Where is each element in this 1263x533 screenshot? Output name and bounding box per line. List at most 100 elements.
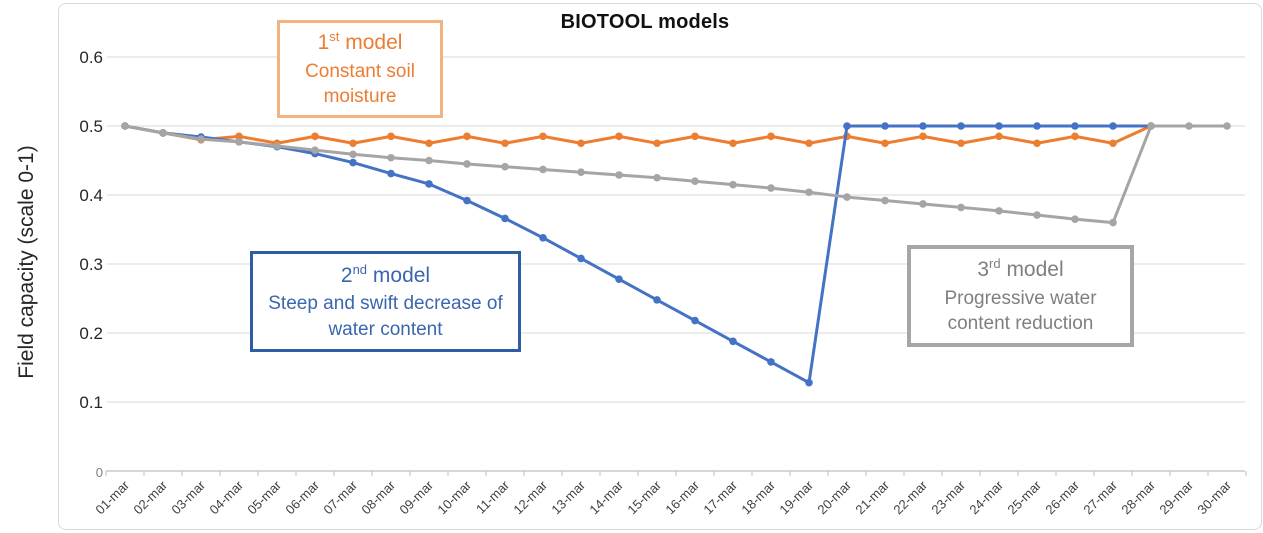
data-point-model1: [425, 139, 433, 148]
x-tick-label: 03-mar: [168, 477, 208, 517]
data-point-model3: [387, 153, 395, 162]
x-tick-label: 29-mar: [1156, 477, 1196, 517]
annotation-box-model2: 2nd model Steep and swift decrease of wa…: [250, 251, 521, 352]
data-point-model1: [691, 132, 699, 141]
x-tick-label: 16-mar: [662, 477, 702, 517]
data-point-model2: [577, 254, 585, 263]
data-point-model3: [1185, 122, 1193, 130]
annotation-box-model1: 1st model Constant soil moisture: [277, 20, 443, 118]
data-point-model3: [919, 200, 927, 208]
x-tick-label: 09-mar: [396, 477, 436, 517]
y-tick-label: 0.5: [79, 117, 103, 136]
data-point-model2: [615, 275, 623, 283]
data-point-model2: [957, 122, 965, 130]
x-tick-label: 23-mar: [928, 477, 968, 517]
data-point-model3: [501, 162, 509, 171]
data-point-model3: [957, 203, 965, 212]
data-point-model1: [653, 139, 661, 148]
data-point-model2: [349, 158, 357, 167]
data-point-model2: [501, 214, 509, 223]
y-tick-label: 0.2: [79, 324, 103, 343]
y-tick-label: 0.3: [79, 255, 103, 274]
data-point-model3: [995, 207, 1003, 215]
x-tick-label: 06-mar: [282, 477, 322, 517]
data-point-model2: [691, 316, 699, 325]
data-point-model2: [387, 169, 395, 178]
data-point-model1: [995, 132, 1003, 141]
x-tick-label: 10-mar: [434, 477, 474, 517]
data-point-model1: [349, 139, 357, 148]
data-point-model1: [539, 132, 547, 141]
data-point-model2: [1033, 122, 1041, 130]
data-point-model1: [387, 132, 395, 141]
data-point-model2: [843, 122, 851, 130]
x-tick-label: 17-mar: [700, 477, 740, 517]
data-point-model2: [919, 122, 927, 130]
data-point-model3: [425, 156, 433, 165]
data-point-model3: [1109, 218, 1117, 227]
x-tick-label: 08-mar: [358, 477, 398, 517]
data-point-model3: [1147, 122, 1155, 130]
y-tick-label: 0: [96, 465, 103, 480]
data-point-model1: [501, 139, 509, 148]
data-point-model2: [881, 122, 889, 130]
data-point-model3: [273, 142, 281, 150]
x-tick-label: 19-mar: [776, 477, 816, 517]
x-tick-label: 12-mar: [510, 477, 550, 517]
data-point-model2: [653, 296, 661, 304]
data-point-model1: [1071, 132, 1079, 141]
data-point-model3: [121, 122, 129, 130]
data-point-model3: [349, 150, 357, 159]
series-line-model3: [124, 124, 1227, 225]
annotation-model3-desc: Progressive water content reduction: [944, 287, 1097, 335]
data-point-model3: [463, 160, 471, 168]
x-tick-label: 18-mar: [738, 477, 778, 517]
annotation-model2-title: 2nd model: [340, 261, 431, 287]
data-point-model2: [539, 233, 547, 242]
data-point-model3: [311, 146, 319, 154]
annotation-box-model3: 3rd model Progressive water content redu…: [907, 245, 1134, 347]
x-tick-label: 13-mar: [548, 477, 588, 517]
data-point-model1: [235, 132, 243, 141]
data-point-model3: [1033, 211, 1041, 219]
data-point-model3: [1223, 122, 1231, 130]
y-tick-label: 0.6: [79, 48, 103, 67]
x-tick-label: 14-mar: [586, 477, 626, 517]
data-point-model1: [463, 132, 471, 141]
data-point-model3: [159, 129, 167, 137]
x-tick-label: 26-mar: [1042, 477, 1082, 517]
chart-title: BIOTOOL models: [560, 11, 730, 33]
data-point-model2: [1071, 122, 1079, 130]
data-point-model3: [653, 173, 661, 182]
x-tick-label: 25-mar: [1004, 477, 1044, 517]
data-point-model2: [729, 337, 737, 346]
data-point-model2: [1109, 122, 1117, 130]
data-point-model1: [919, 132, 927, 141]
data-point-model3: [577, 168, 585, 177]
x-tick-label: 04-mar: [206, 477, 246, 517]
data-point-model3: [729, 180, 737, 189]
annotation-model1-title: 1st model: [317, 29, 403, 55]
data-point-model2: [463, 196, 471, 205]
annotation-model2-desc: Steep and swift decrease of water conten…: [268, 293, 503, 340]
x-tick-label: 30-mar: [1194, 477, 1234, 517]
annotation-model1-desc: Constant soil moisture: [305, 60, 415, 108]
x-tick-label: 28-mar: [1118, 477, 1158, 517]
data-point-model3: [539, 165, 547, 174]
x-tick-label: 27-mar: [1080, 477, 1120, 517]
data-point-model1: [1109, 139, 1117, 148]
y-tick-label: 0.1: [79, 393, 103, 412]
x-tick-label: 01-mar: [92, 477, 132, 517]
x-tick-label: 15-mar: [624, 477, 664, 517]
x-tick-label: 24-mar: [966, 477, 1006, 517]
data-point-model1: [805, 139, 813, 148]
x-tick-label: 11-mar: [473, 477, 513, 517]
x-tick-label: 22-mar: [890, 477, 930, 517]
data-point-model3: [197, 135, 205, 143]
x-tick-label: 05-mar: [244, 477, 284, 517]
data-point-model1: [577, 139, 585, 148]
data-point-model1: [957, 139, 965, 148]
data-point-model2: [995, 122, 1003, 130]
data-point-model1: [881, 139, 889, 148]
